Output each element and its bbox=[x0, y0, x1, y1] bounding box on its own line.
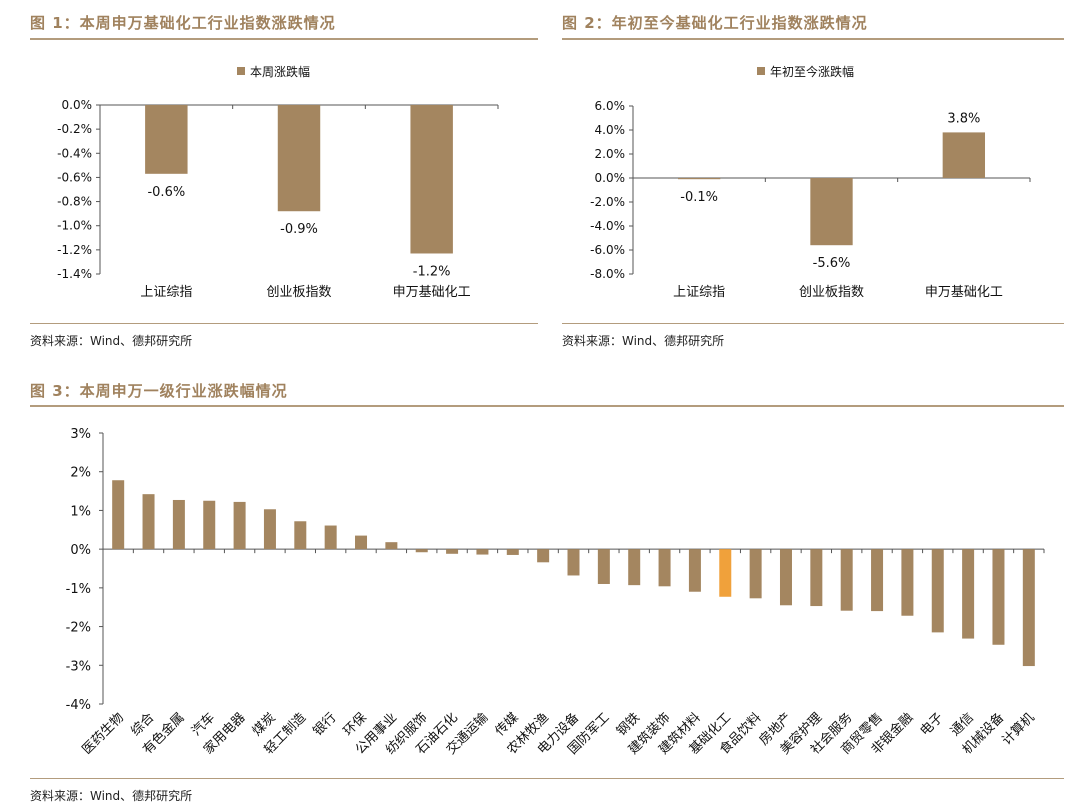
fig1-bottom-rule bbox=[30, 323, 538, 324]
y-tick-label: 0.0% bbox=[595, 171, 626, 185]
category-label: 创业板指数 bbox=[266, 285, 331, 300]
bar bbox=[537, 549, 550, 563]
y-tick-label: -0.2% bbox=[57, 122, 92, 136]
bar bbox=[628, 549, 641, 586]
bar bbox=[233, 501, 246, 550]
fig2-source: 资料来源：Wind、德邦研究所 bbox=[562, 334, 725, 348]
y-tick-label: 3% bbox=[70, 427, 91, 442]
bar bbox=[385, 542, 398, 550]
bar bbox=[677, 178, 721, 180]
bar bbox=[719, 549, 732, 597]
category-label: 医药生物 bbox=[80, 710, 127, 757]
bar bbox=[901, 549, 914, 616]
y-tick-label: -3% bbox=[66, 659, 91, 674]
bar bbox=[112, 480, 125, 550]
bar bbox=[992, 549, 1005, 645]
bar bbox=[355, 535, 368, 550]
y-tick-label: -0.6% bbox=[57, 170, 92, 184]
y-tick-label: -2% bbox=[66, 621, 91, 636]
bar bbox=[446, 549, 459, 554]
bar bbox=[294, 521, 307, 550]
category-label: 申万基础化工 bbox=[393, 285, 471, 300]
fig3-title-rule bbox=[30, 405, 1064, 407]
category-label: 上证综指 bbox=[140, 285, 192, 300]
category-label: 计算机 bbox=[999, 710, 1037, 748]
bar bbox=[277, 105, 321, 212]
data-label: -0.1% bbox=[680, 190, 718, 205]
bar bbox=[658, 549, 671, 587]
category-label: 创业板指数 bbox=[799, 285, 864, 300]
fig2-title: 图 2：年初至今基础化工行业指数涨跌情况 bbox=[562, 14, 868, 32]
y-tick-label: 1% bbox=[70, 504, 91, 519]
y-tick-label: -1.2% bbox=[57, 243, 92, 257]
category-label: 银行 bbox=[310, 710, 339, 739]
category-label: 上证综指 bbox=[673, 285, 725, 300]
bar bbox=[840, 549, 853, 611]
bar bbox=[203, 500, 216, 550]
bar bbox=[810, 549, 823, 607]
y-tick-label: 4.0% bbox=[595, 123, 626, 137]
data-label: -0.6% bbox=[147, 185, 185, 200]
y-tick-label: -6.0% bbox=[590, 243, 625, 257]
y-tick-label: -4.0% bbox=[590, 219, 625, 233]
bar bbox=[871, 549, 884, 612]
y-tick-label: 0% bbox=[70, 543, 91, 558]
bar bbox=[410, 105, 453, 254]
y-tick-label: 2% bbox=[70, 466, 91, 481]
y-tick-label: -8.0% bbox=[590, 267, 625, 281]
category-label: 电子 bbox=[918, 710, 947, 739]
fig2-title-rule bbox=[562, 38, 1064, 40]
bar bbox=[931, 549, 944, 633]
fig1-source: 资料来源：Wind、德邦研究所 bbox=[30, 334, 193, 348]
fig3-bottom-rule bbox=[30, 778, 1064, 779]
bar bbox=[172, 499, 185, 550]
fig3-source: 资料来源：Wind、德邦研究所 bbox=[30, 789, 193, 803]
y-tick-label: -4% bbox=[66, 698, 91, 713]
y-tick-label: 0.0% bbox=[62, 98, 93, 112]
data-label: -1.2% bbox=[413, 264, 451, 279]
bar bbox=[942, 132, 986, 178]
y-tick-label: 2.0% bbox=[595, 147, 626, 161]
bar bbox=[506, 549, 519, 555]
fig2-bottom-rule bbox=[562, 323, 1064, 324]
fig2-bar-chart: 年初至今涨跌幅 6.0% 4.0% 2.0% 0.0% -2.0% -4.0% -6.0% -8… bbox=[590, 64, 1031, 300]
bar bbox=[810, 178, 853, 246]
y-tick-label: -1.0% bbox=[57, 219, 92, 233]
data-label: -5.6% bbox=[813, 256, 851, 271]
y-tick-label: -1% bbox=[66, 582, 91, 597]
y-tick-label: -0.4% bbox=[57, 146, 92, 160]
data-label: 3.8% bbox=[947, 111, 980, 126]
legend-label: 本周涨跌幅 bbox=[250, 64, 310, 79]
fig1-bar-chart: 本周涨跌幅 0.0% -0.2% -0.4% -0.6% -0.8% -1.0% -1.2% -… bbox=[57, 64, 499, 300]
fig1-title-rule bbox=[30, 38, 538, 40]
y-tick-label: 6.0% bbox=[595, 99, 626, 113]
y-tick-label: -1.4% bbox=[57, 267, 92, 281]
bar bbox=[749, 549, 762, 599]
bar bbox=[415, 549, 428, 553]
bar bbox=[142, 494, 155, 550]
category-label: 申万基础化工 bbox=[925, 285, 1003, 300]
bar bbox=[779, 549, 792, 606]
fig3-title: 图 3：本周申万一级行业涨跌幅情况 bbox=[30, 382, 288, 400]
y-tick-label: -0.8% bbox=[57, 195, 92, 209]
fig1-title: 图 1：本周申万基础化工行业指数涨跌情况 bbox=[30, 14, 336, 32]
bar bbox=[567, 549, 580, 576]
bar bbox=[324, 525, 337, 550]
bar bbox=[145, 105, 188, 174]
legend-swatch bbox=[237, 67, 245, 75]
bar bbox=[1022, 549, 1035, 667]
bar bbox=[597, 549, 610, 584]
legend-swatch bbox=[757, 67, 765, 75]
bar bbox=[476, 549, 489, 555]
data-label: -0.9% bbox=[280, 222, 318, 237]
y-tick-label: -2.0% bbox=[590, 195, 625, 209]
bar bbox=[263, 509, 276, 550]
legend-label: 年初至今涨跌幅 bbox=[770, 64, 854, 79]
bar bbox=[962, 549, 975, 639]
bar bbox=[688, 549, 701, 592]
